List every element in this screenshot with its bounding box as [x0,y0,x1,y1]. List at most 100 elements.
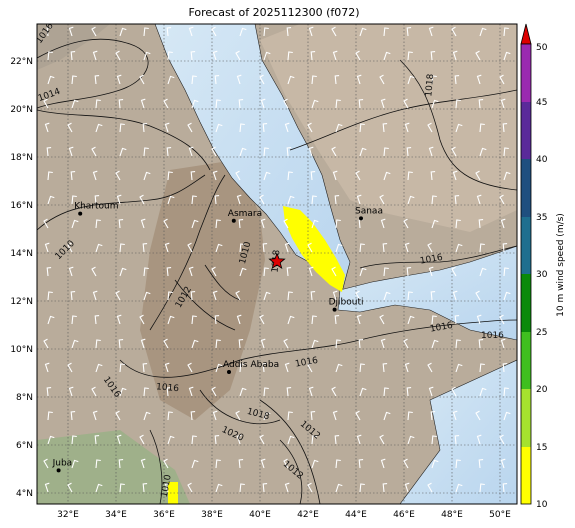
wind-barb [500,458,506,469]
wind-barb [143,51,151,61]
colorbar-tick: 40 [536,155,548,165]
wind-barb [92,290,98,301]
wind-barb [163,98,169,109]
wind-barb [95,363,103,373]
wind-barb [332,170,338,181]
wind-barb [431,219,439,229]
map-area: 1016 1014 1010 1012 1010 1016 1016 1016 … [37,24,517,504]
south-sudan-lowlands [37,430,190,504]
wind-barb [47,171,53,181]
wind-barb [262,483,268,493]
wind-barb [91,266,97,277]
wind-barb [454,75,460,85]
wind-barb [503,291,511,301]
wind-barb [239,483,245,493]
egypt-land [37,24,110,70]
wind-barb [404,482,410,493]
wind-barb [431,459,439,469]
wind-barb [239,267,247,277]
wind-barb [335,219,341,229]
wind-barb [116,314,122,325]
wind-barb [94,195,100,205]
wind-barb [383,27,389,37]
wind-barb [382,243,388,253]
wind-barb [143,387,149,397]
wind-barb [47,195,55,205]
wind-barb [499,314,505,325]
gulf-of-aden [337,245,517,341]
wind-barb [188,386,194,397]
wind-barb [140,458,146,469]
wind-barb [239,243,245,253]
wind-barb [163,218,169,229]
wind-barb [115,410,121,421]
wind-barb [287,315,295,325]
wind-barb [116,194,122,205]
wind-barb [68,26,74,37]
wind-barb [211,266,217,277]
wind-barb [404,362,410,373]
wind-barb [95,459,101,469]
wind-barb [43,98,49,109]
wind-barb [331,26,337,37]
colorbar-label: 10 m wind speed (m/s) [556,213,566,317]
wind-barb [475,50,481,61]
wind-barb [188,146,194,157]
wind-barb [479,267,487,277]
wind-barb [116,434,122,445]
wind-barb [380,218,386,229]
wind-barb [143,171,151,181]
wind-barb [308,386,314,397]
wind-barb [359,147,367,157]
wind-barb [215,339,221,349]
wind-barb [260,98,266,109]
wind-barb [479,483,485,493]
wind-barb [70,411,76,421]
lon-tick: 46°E [393,510,415,520]
wind-barb [119,243,125,253]
wind-barb [287,291,293,301]
wind-barb [311,99,319,109]
city-dot [231,218,236,223]
wind-barb [260,458,266,469]
wind-barb [307,362,313,373]
wind-barb [451,266,457,277]
wind-barb [187,482,193,493]
colorbar-segment [521,44,531,102]
wind-barb [212,290,218,301]
wind-barb [118,219,124,229]
wind-barb [140,98,146,109]
wind-barb [286,267,292,277]
wind-barb [43,338,49,349]
wind-barb [143,27,149,37]
wind-barb [235,170,241,181]
wind-barb [334,435,340,445]
longitude-labels: 32°E 34°E 36°E 38°E 40°E 42°E 44°E 46°E … [57,510,511,520]
isobar-label: 1016 [294,356,319,370]
wind-barb [307,242,313,253]
wind-barb [499,74,505,85]
wind-barb [359,483,365,493]
wind-barb [476,194,482,205]
wind-barb [166,387,172,397]
lat-tick: 12°N [10,297,33,307]
wind-barb [499,434,505,445]
wind-barb [263,411,271,421]
wind-barb [92,410,98,421]
wind-barb [383,267,389,277]
wind-barb [455,219,461,229]
lon-tick: 34°E [105,510,127,520]
wind-barb [119,147,127,157]
wind-barb [95,483,103,493]
arabia-land [260,24,517,232]
wind-barb [143,267,149,277]
lat-tick: 22°N [10,57,33,67]
wind-barb [47,315,55,325]
wind-barb [407,315,415,325]
wind-barb [44,362,50,373]
wind-barb [191,219,199,229]
wind-barb [430,411,436,421]
wind-barb [379,74,385,85]
wind-barb [167,291,173,301]
